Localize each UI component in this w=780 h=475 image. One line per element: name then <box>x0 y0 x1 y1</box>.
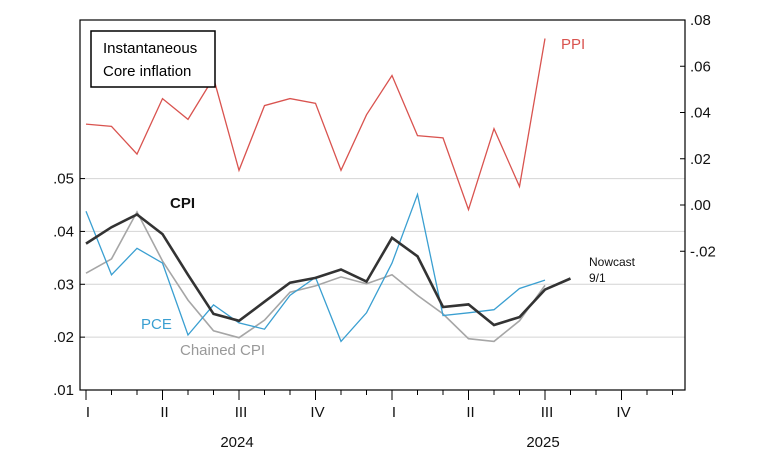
pce-label: PCE <box>141 316 172 333</box>
series-line-chained-cpi <box>85 210 546 343</box>
right-tick-label: .06 <box>690 58 711 75</box>
chained-cpi-label: Chained CPI <box>180 342 265 359</box>
legend-line-1: Instantaneous <box>103 40 197 57</box>
left-tick-label: .05 <box>53 171 74 188</box>
year-label: 2025 <box>526 434 559 451</box>
legend-box <box>90 30 216 88</box>
nowcast-date-label: 9/1 <box>589 271 606 285</box>
quarter-label: III <box>541 404 554 421</box>
left-tick-label: .01 <box>53 382 74 399</box>
right-axis: -.02 .00 .02 .04 .06 .08 <box>680 12 716 260</box>
quarter-label: II <box>160 404 168 421</box>
left-tick-label: .02 <box>53 329 74 346</box>
right-tick-label: .08 <box>690 12 711 29</box>
legend-line-2: Core inflation <box>103 63 191 80</box>
cpi-label: CPI <box>170 195 195 212</box>
quarter-label: III <box>235 404 248 421</box>
quarter-label: I <box>86 404 90 421</box>
right-tick-label: .02 <box>690 151 711 168</box>
series-layer <box>85 38 572 343</box>
left-tick-label: .04 <box>53 223 74 240</box>
series-line-cpi <box>85 212 572 327</box>
quarter-label: IV <box>310 404 324 421</box>
ppi-label: PPI <box>561 36 585 53</box>
left-tick-label: .03 <box>53 276 74 293</box>
quarter-label: IV <box>616 404 630 421</box>
left-axis: .01 .02 .03 .04 .05 <box>53 171 85 399</box>
quarter-label: II <box>466 404 474 421</box>
nowcast-label: Nowcast <box>589 255 636 269</box>
series-line-ppi <box>85 38 546 212</box>
quarter-label: I <box>392 404 396 421</box>
right-tick-label: -.02 <box>690 243 716 260</box>
right-tick-label: .00 <box>690 197 711 214</box>
right-tick-label: .04 <box>690 105 711 122</box>
year-label: 2024 <box>220 434 253 451</box>
